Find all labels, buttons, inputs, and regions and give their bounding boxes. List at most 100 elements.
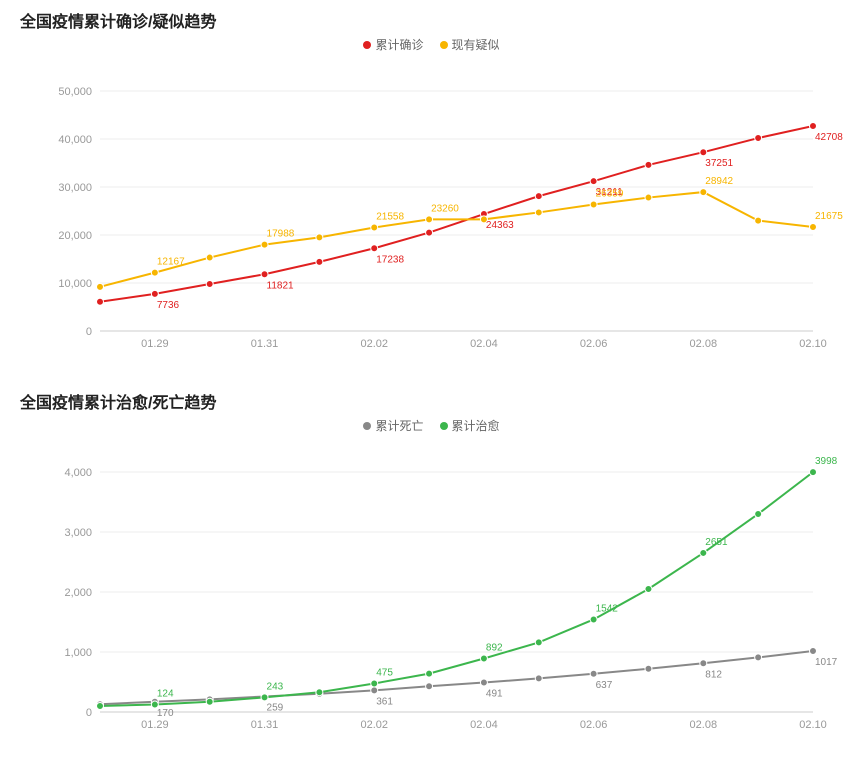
data-point[interactable] <box>645 586 652 593</box>
point-label: 37251 <box>705 158 733 169</box>
legend-dot-icon <box>363 422 371 430</box>
data-point[interactable] <box>261 694 268 701</box>
point-label: 124 <box>157 689 174 700</box>
chart1-svg: 010,00020,00030,00040,00050,00001.2901.3… <box>20 71 843 361</box>
point-label: 491 <box>486 689 503 700</box>
point-label: 170 <box>157 708 174 719</box>
point-label: 28942 <box>705 176 733 187</box>
data-point[interactable] <box>590 201 597 208</box>
point-label: 892 <box>486 642 503 653</box>
legend-item[interactable]: 现有疑似 <box>440 36 500 53</box>
y-tick-label: 0 <box>86 707 92 719</box>
data-point[interactable] <box>426 683 433 690</box>
data-point[interactable] <box>810 647 817 654</box>
data-point[interactable] <box>316 689 323 696</box>
data-point[interactable] <box>480 655 487 662</box>
data-point[interactable] <box>700 149 707 156</box>
data-point[interactable] <box>590 178 597 185</box>
data-point[interactable] <box>535 639 542 646</box>
data-point[interactable] <box>700 660 707 667</box>
data-point[interactable] <box>645 194 652 201</box>
data-point[interactable] <box>206 280 213 287</box>
data-point[interactable] <box>535 209 542 216</box>
data-point[interactable] <box>480 679 487 686</box>
data-point[interactable] <box>371 224 378 231</box>
y-tick-label: 10,000 <box>58 278 92 290</box>
point-label: 1542 <box>596 603 619 614</box>
point-label: 7736 <box>157 300 180 311</box>
data-point[interactable] <box>206 698 213 705</box>
legend-dot-icon <box>440 41 448 49</box>
data-point[interactable] <box>371 245 378 252</box>
data-point[interactable] <box>151 269 158 276</box>
data-point[interactable] <box>371 680 378 687</box>
data-point[interactable] <box>810 223 817 230</box>
data-point[interactable] <box>261 241 268 248</box>
data-point[interactable] <box>700 189 707 196</box>
data-point[interactable] <box>535 675 542 682</box>
point-label: 259 <box>267 702 284 713</box>
point-label: 3998 <box>815 456 838 467</box>
data-point[interactable] <box>316 234 323 241</box>
point-label: 12167 <box>157 257 185 268</box>
data-point[interactable] <box>426 216 433 223</box>
data-point[interactable] <box>261 271 268 278</box>
chart1-container: 010,00020,00030,00040,00050,00001.2901.3… <box>0 61 863 381</box>
y-tick-label: 2,000 <box>64 587 92 599</box>
legend-dot-icon <box>363 41 371 49</box>
y-tick-label: 50,000 <box>58 86 92 98</box>
data-point[interactable] <box>206 254 213 261</box>
x-tick-label: 01.31 <box>251 338 279 350</box>
data-point[interactable] <box>426 229 433 236</box>
y-tick-label: 4,000 <box>64 467 92 479</box>
point-label: 475 <box>376 668 393 679</box>
data-point[interactable] <box>590 616 597 623</box>
data-point[interactable] <box>151 701 158 708</box>
data-point[interactable] <box>645 161 652 168</box>
legend-item[interactable]: 累计死亡 <box>363 417 423 434</box>
legend-label: 累计确诊 <box>375 36 423 53</box>
point-label: 17988 <box>267 229 295 240</box>
point-label: 42708 <box>815 132 843 143</box>
point-label: 23260 <box>431 203 459 214</box>
y-tick-label: 3,000 <box>64 527 92 539</box>
data-point[interactable] <box>645 665 652 672</box>
data-point[interactable] <box>97 298 104 305</box>
point-label: 2651 <box>705 537 728 548</box>
chart2-title: 全国疫情累计治愈/死亡趋势 <box>20 389 863 413</box>
x-tick-label: 02.02 <box>360 338 388 350</box>
x-tick-label: 02.08 <box>690 338 718 350</box>
data-point[interactable] <box>97 283 104 290</box>
data-point[interactable] <box>426 670 433 677</box>
y-tick-label: 40,000 <box>58 134 92 146</box>
data-point[interactable] <box>810 469 817 476</box>
legend-item[interactable]: 累计确诊 <box>363 36 423 53</box>
data-point[interactable] <box>535 193 542 200</box>
data-point[interactable] <box>480 216 487 223</box>
legend-label: 现有疑似 <box>452 36 500 53</box>
data-point[interactable] <box>755 217 762 224</box>
x-tick-label: 02.10 <box>799 338 827 350</box>
legend-item[interactable]: 累计治愈 <box>440 417 500 434</box>
data-point[interactable] <box>810 123 817 130</box>
legend-label: 累计死亡 <box>375 417 423 434</box>
data-point[interactable] <box>590 670 597 677</box>
data-point[interactable] <box>755 135 762 142</box>
y-tick-label: 1,000 <box>64 647 92 659</box>
point-label: 24363 <box>486 220 514 231</box>
data-point[interactable] <box>97 703 104 710</box>
data-point[interactable] <box>371 687 378 694</box>
data-point[interactable] <box>700 549 707 556</box>
data-point[interactable] <box>151 290 158 297</box>
data-point[interactable] <box>755 654 762 661</box>
point-label: 26359 <box>596 188 624 199</box>
y-tick-label: 30,000 <box>58 182 92 194</box>
x-tick-label: 01.29 <box>141 338 169 350</box>
y-tick-label: 20,000 <box>58 230 92 242</box>
x-tick-label: 02.06 <box>580 338 608 350</box>
legend-label: 累计治愈 <box>452 417 500 434</box>
legend-dot-icon <box>440 422 448 430</box>
data-point[interactable] <box>316 258 323 265</box>
data-point[interactable] <box>755 511 762 518</box>
point-label: 812 <box>705 669 722 680</box>
